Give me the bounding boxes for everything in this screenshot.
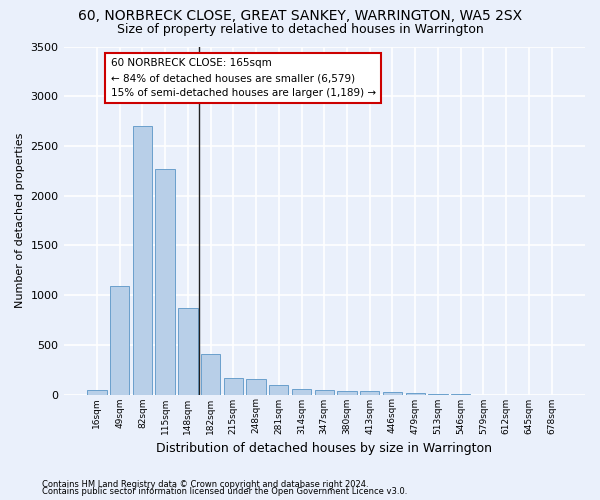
Bar [110,286,130,395]
Bar [87,390,107,394]
Text: 60, NORBRECK CLOSE, GREAT SANKEY, WARRINGTON, WA5 2SX: 60, NORBRECK CLOSE, GREAT SANKEY, WARRIN… [78,9,522,23]
Bar [201,354,220,395]
Text: Size of property relative to detached houses in Warrington: Size of property relative to detached ho… [116,22,484,36]
Bar [133,126,152,394]
Text: 60 NORBRECK CLOSE: 165sqm
← 84% of detached houses are smaller (6,579)
15% of se: 60 NORBRECK CLOSE: 165sqm ← 84% of detac… [110,58,376,98]
Text: Contains public sector information licensed under the Open Government Licence v3: Contains public sector information licen… [42,487,407,496]
X-axis label: Distribution of detached houses by size in Warrington: Distribution of detached houses by size … [156,442,492,455]
Bar [383,392,402,394]
Bar [155,169,175,394]
Bar [337,390,356,394]
Bar [360,391,379,394]
Bar [178,308,197,394]
Y-axis label: Number of detached properties: Number of detached properties [15,133,25,308]
Bar [224,378,243,394]
Bar [269,385,289,394]
Bar [292,388,311,394]
Text: Contains HM Land Registry data © Crown copyright and database right 2024.: Contains HM Land Registry data © Crown c… [42,480,368,489]
Bar [406,392,425,394]
Bar [314,390,334,394]
Bar [247,378,266,394]
